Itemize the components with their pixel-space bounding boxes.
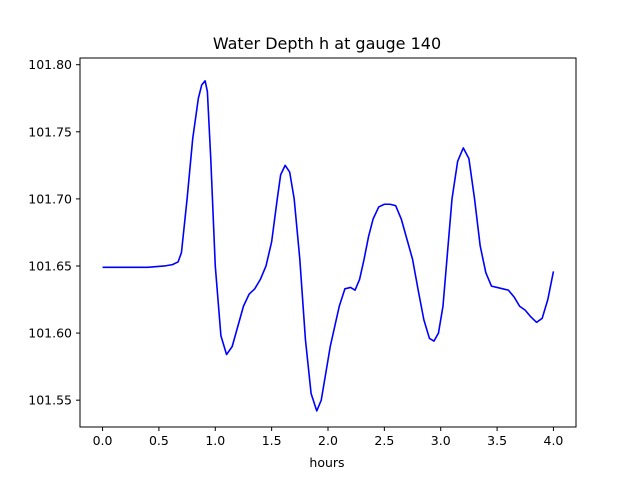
x-tick-label: 1.0	[205, 433, 225, 448]
y-tick-label: 101.75	[28, 124, 72, 139]
x-tick-label: 4.0	[544, 433, 564, 448]
plot-area	[79, 57, 577, 428]
x-axis-label: hours	[309, 455, 344, 470]
x-tick-label: 0.0	[93, 433, 113, 448]
x-tick-label: 3.0	[431, 433, 451, 448]
series-line-0	[102, 80, 555, 412]
y-axis: 101.55 101.60 101.65 101.70 101.75 101.80	[28, 57, 80, 408]
x-tick-label: 2.0	[318, 433, 338, 448]
y-tick-label: 101.55	[28, 393, 72, 408]
y-tick-label: 101.65	[28, 258, 72, 273]
x-tick-label: 0.5	[149, 433, 169, 448]
y-tick-label: 101.60	[28, 326, 72, 341]
x-axis: 0.0 0.5 1.0 1.5 2.0 2.5 3.0 3.5 4.0	[93, 427, 564, 448]
x-tick-label: 3.5	[487, 433, 507, 448]
chart-title: Water Depth h at gauge 140	[213, 34, 441, 53]
plot-frame	[79, 57, 577, 428]
x-tick-label: 2.5	[374, 433, 394, 448]
y-tick-label: 101.70	[28, 191, 72, 206]
x-tick-label: 1.5	[262, 433, 282, 448]
y-tick-label: 101.80	[28, 57, 72, 72]
